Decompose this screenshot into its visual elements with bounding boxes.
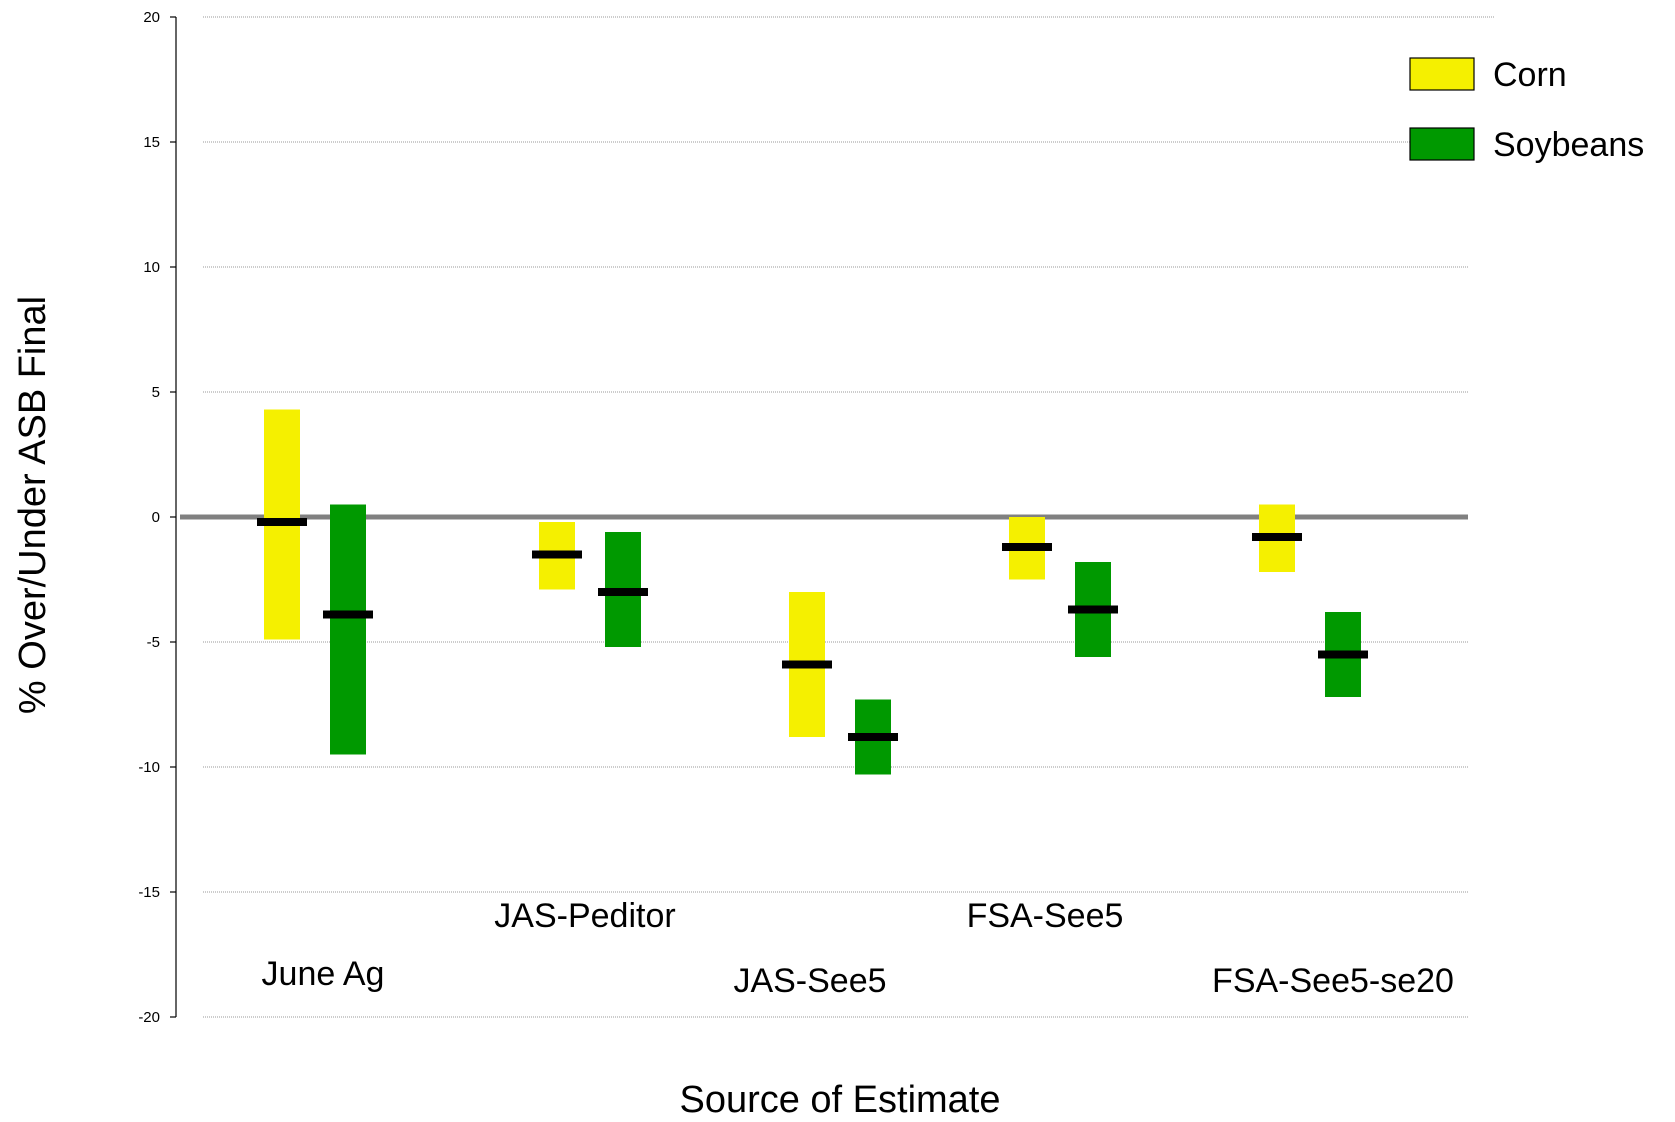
legend-swatch-soybeans: [1409, 127, 1475, 161]
y-axis-title: % Over/Under ASB Final: [12, 296, 54, 714]
legend: Corn Soybeans: [1409, 56, 1644, 164]
y-tick-label: -15: [138, 884, 160, 901]
y-tick-label: 0: [152, 509, 160, 526]
median-marker-soybeans-0: [323, 610, 373, 619]
gridlines: [180, 16, 1495, 1018]
legend-label-corn: Corn: [1493, 56, 1567, 94]
median-marker-corn-0: [257, 518, 307, 526]
category-label: June Ag: [262, 955, 385, 993]
median-marker-corn-4: [1252, 533, 1302, 541]
median-marker-soybeans-1: [598, 588, 648, 596]
category-label: JAS-Peditor: [494, 897, 675, 935]
median-marker-corn-3: [1002, 543, 1052, 551]
category-label: JAS-See5: [733, 962, 886, 1000]
range-bar-soybeans-0: [330, 504, 366, 755]
median-marker-corn-2: [782, 660, 832, 669]
range-bars: [257, 409, 1368, 775]
median-marker-soybeans-2: [848, 733, 898, 741]
y-tick-label: 10: [143, 259, 160, 276]
category-label: FSA-See5: [967, 897, 1124, 935]
category-labels: June Ag JAS-Peditor JAS-See5 FSA-See5 FSA-Se…: [262, 897, 1454, 1000]
y-tick-label: 15: [143, 134, 160, 151]
x-axis-title: Source of Estimate: [679, 1079, 1000, 1121]
y-axis: 20 15 10 5 0 -5 -10 -15 -20: [138, 9, 177, 1026]
legend-label-soybeans: Soybeans: [1493, 126, 1644, 164]
category-label: FSA-See5-se20: [1212, 962, 1454, 1000]
y-tick-label: -20: [138, 1009, 160, 1026]
median-marker-soybeans-3: [1068, 605, 1118, 614]
y-tick-label: 5: [152, 384, 160, 401]
y-tick-label: -5: [147, 634, 160, 651]
median-marker-soybeans-4: [1318, 650, 1368, 659]
y-tick-label: -10: [138, 759, 160, 776]
y-tick-label: 20: [143, 9, 160, 26]
median-marker-corn-1: [532, 550, 582, 559]
legend-swatch-corn: [1409, 57, 1475, 91]
